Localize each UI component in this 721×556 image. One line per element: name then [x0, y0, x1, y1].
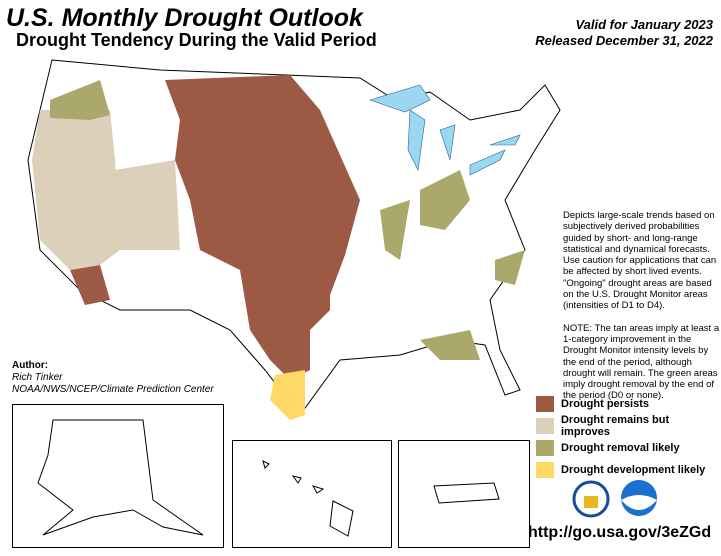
author-block: Author: Rich Tinker NOAA/NWS/NCEP/Climat…	[12, 360, 214, 396]
legend-item: Drought remains but improves	[535, 414, 721, 438]
author-name: Rich Tinker	[12, 372, 63, 383]
legend-item: Drought removal likely	[535, 437, 721, 459]
note-text: NOTE: The tan areas imply at least a 1-c…	[563, 322, 720, 402]
legend-swatch	[535, 395, 555, 413]
description: Depicts large-scale trends based on subj…	[563, 210, 721, 402]
inset-alaska	[12, 404, 224, 548]
legend-label: Drought removal likely	[561, 442, 680, 454]
valid-period: Valid for January 2023 Released December…	[535, 17, 713, 49]
author-org: NOAA/NWS/NCEP/Climate Prediction Center	[12, 384, 214, 395]
legend-item: Drought persists	[535, 393, 721, 415]
region-improves-west	[32, 110, 180, 270]
region-development-texas	[270, 370, 305, 420]
map-subtitle: Drought Tendency During the Valid Period	[16, 30, 377, 50]
legend-item: Drought development likely	[535, 459, 721, 481]
region-persists-plains	[165, 75, 360, 380]
inset-puerto-rico	[398, 440, 530, 548]
legend-swatch	[535, 417, 555, 435]
legend-label: Drought persists	[561, 398, 650, 410]
short-url-link[interactable]: http://go.usa.gov/3eZGd	[528, 524, 712, 541]
valid-for: Valid for January 2023	[575, 17, 713, 32]
legend-swatch	[535, 439, 555, 457]
released-date: Released December 31, 2022	[535, 33, 713, 48]
legend-label: Drought remains but improves	[560, 414, 670, 438]
region-removal-east	[380, 170, 525, 360]
region-removal-northwest	[50, 80, 110, 120]
description-text: Depicts large-scale trends based on subj…	[563, 210, 717, 312]
legend-label: Drought development likely	[561, 464, 706, 476]
inset-hawaii	[232, 440, 392, 548]
author-label: Author:	[12, 360, 49, 371]
region-persists-southwest	[70, 265, 110, 305]
legend-swatch	[535, 461, 555, 479]
great-lakes	[369, 84, 521, 176]
legend: Drought persists Drought remains but imp…	[535, 393, 721, 481]
map-title: U.S. Monthly Drought Outlook	[6, 4, 363, 32]
